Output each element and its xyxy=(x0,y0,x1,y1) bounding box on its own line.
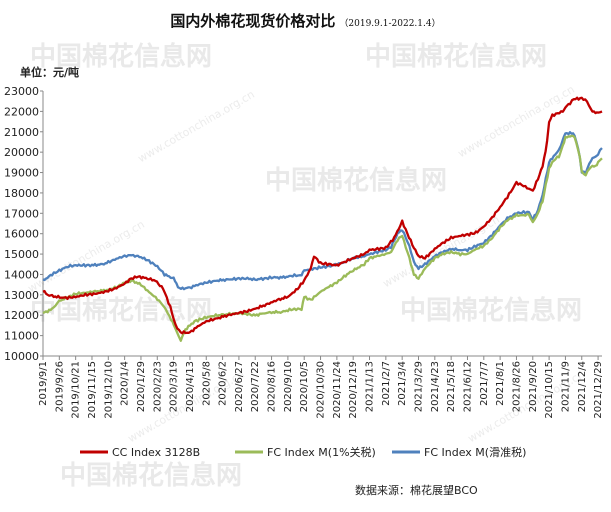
x-tick-label: 2020/10/5 xyxy=(299,361,310,412)
y-tick-label: 13000 xyxy=(4,289,39,302)
x-tick-label: 2019/9/26 xyxy=(54,361,65,412)
x-tick-label: 2020/12/19 xyxy=(348,361,359,419)
x-tick-label: 2021/4/23 xyxy=(430,361,441,412)
y-tick-label: 10000 xyxy=(4,350,39,363)
y-tick-label: 23000 xyxy=(4,85,39,98)
chart-title: 国内外棉花现货价格对比 （2019.9.1-2022.1.4） xyxy=(0,10,611,31)
x-tick-label: 2020/3/19 xyxy=(169,361,180,412)
y-tick-label: 20000 xyxy=(4,146,39,159)
x-tick-label: 2020/9/10 xyxy=(283,361,294,412)
x-tick-label: 2020/6/27 xyxy=(234,361,245,412)
x-tick-label: 2020/6/2 xyxy=(218,361,229,406)
chart-title-text: 国内外棉花现货价格对比 xyxy=(170,12,336,30)
y-tick-label: 22000 xyxy=(4,105,39,118)
x-tick-label: 2021/2/7 xyxy=(381,361,392,406)
series-line-2 xyxy=(42,131,603,291)
series-line-1 xyxy=(42,134,603,342)
y-tick-label: 15000 xyxy=(4,248,39,261)
x-tick-label: 2021/3/29 xyxy=(413,361,424,412)
x-tick-label: 2021/10/15 xyxy=(544,361,555,419)
x-tick-label: 2021/9/20 xyxy=(528,361,539,412)
x-tick-label: 2019/11/15 xyxy=(87,361,98,419)
x-tick-label: 2021/12/4 xyxy=(577,361,588,412)
y-tick-label: 12000 xyxy=(4,309,39,322)
y-tick-label: 19000 xyxy=(4,167,39,180)
x-tick-label: 2021/6/12 xyxy=(462,361,473,412)
y-tick-label: 21000 xyxy=(4,126,39,139)
x-tick-label: 2020/4/13 xyxy=(185,361,196,412)
x-tick-label: 2020/10/30 xyxy=(316,361,327,419)
legend-label-2: FC Index M(滑准税) xyxy=(424,445,526,459)
chart-date-range: （2019.9.1-2022.1.4） xyxy=(339,19,441,29)
x-tick-label: 2019/10/21 xyxy=(71,361,82,419)
x-tick-label: 2020/11/24 xyxy=(332,361,343,419)
x-tick-label: 2021/3/4 xyxy=(397,361,408,406)
x-tick-label: 2020/7/22 xyxy=(250,361,261,412)
chart-axes: 10000 11000 12000 13000 14000 15000 16000 17000… xyxy=(4,85,604,419)
x-tick-label: 2021/12/29 xyxy=(593,361,604,419)
x-tick-label: 2020/2/23 xyxy=(152,361,163,412)
chart-series xyxy=(42,96,603,342)
legend-label-0: CC Index 3128B xyxy=(112,446,200,459)
y-tick-label: 11000 xyxy=(4,330,39,343)
x-tick-label: 2021/5/18 xyxy=(446,361,457,412)
y-tick-label: 16000 xyxy=(4,228,39,241)
x-tick-label: 2020/5/8 xyxy=(201,361,212,406)
x-tick-label: 2021/1/13 xyxy=(365,361,376,412)
x-tick-label: 2020/8/16 xyxy=(267,361,278,412)
x-tick-label: 2021/8/26 xyxy=(511,361,522,412)
source-note: 数据来源：棉花展望BCO xyxy=(355,484,478,497)
unit-label: 单位：元/吨 xyxy=(20,66,80,79)
x-tick-label: 2020/1/4 xyxy=(120,361,131,406)
y-tick-label: 17000 xyxy=(4,207,39,220)
series-line-0 xyxy=(42,96,603,335)
x-tick-label: 2020/1/29 xyxy=(136,361,147,412)
x-tick-label: 2021/11/9 xyxy=(560,361,571,412)
legend-label-1: FC Index M(1%关税) xyxy=(267,445,376,459)
x-tick-label: 2019/9/1 xyxy=(38,361,49,406)
y-tick-label: 14000 xyxy=(4,268,39,281)
y-tick-label: 18000 xyxy=(4,187,39,200)
x-tick-label: 2021/8/1 xyxy=(495,361,506,406)
x-tick-label: 2021/7/7 xyxy=(479,361,490,406)
chart-legend: CC Index 3128B FC Index M(1%关税) FC Index M… xyxy=(80,445,526,459)
x-tick-label: 2019/12/10 xyxy=(103,361,114,419)
